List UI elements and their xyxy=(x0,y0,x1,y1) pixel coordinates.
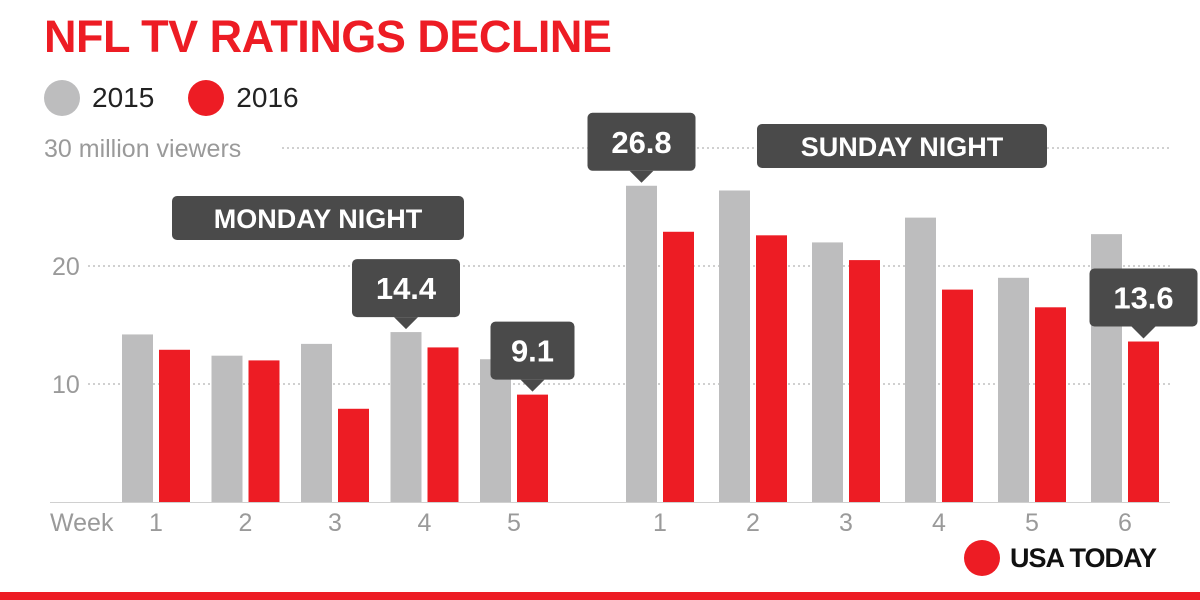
legend-item-2015: 2015 xyxy=(44,80,154,116)
legend-item-2016: 2016 xyxy=(188,80,299,116)
x-tick-label: 5 xyxy=(507,509,521,537)
bar-monday-week-5-2016 xyxy=(517,394,548,502)
group-label-box xyxy=(757,124,1047,168)
bar-sunday-week-2-2015 xyxy=(719,190,750,503)
data-label: 13.6 xyxy=(1113,281,1173,316)
callout-pointer xyxy=(1131,326,1156,339)
callout-box xyxy=(352,259,460,318)
bar-monday-week-5-2015 xyxy=(480,359,511,502)
red-circle-logo-icon xyxy=(963,540,1000,576)
bar-sunday-week-5-2016 xyxy=(1035,307,1066,502)
y-axis-label: 30 million viewers xyxy=(44,135,241,163)
callout-box xyxy=(490,321,575,380)
bar-monday-week-4-2016 xyxy=(427,347,459,502)
group-label: SUNDAY NIGHT xyxy=(801,132,1004,162)
x-axis-label: Week xyxy=(50,509,114,537)
legend-label: 2015 xyxy=(92,82,155,113)
bar-sunday-week-3-2016 xyxy=(849,260,880,502)
brand-name: USA TODAY xyxy=(1009,542,1157,573)
y-tick-label: 20 xyxy=(52,253,80,281)
callout-box xyxy=(587,112,696,171)
bar-sunday-week-2-2016 xyxy=(756,235,787,502)
bar-monday-week-3-2015 xyxy=(301,343,332,502)
bar-sunday-week-3-2015 xyxy=(812,242,843,502)
x-tick-label: 4 xyxy=(932,509,946,537)
data-label: 9.1 xyxy=(511,334,554,369)
bar-sunday-week-5-2015 xyxy=(998,277,1029,502)
legend: 2015 2016 xyxy=(44,78,333,118)
x-tick-label: 4 xyxy=(418,509,432,537)
bar-monday-week-1-2016 xyxy=(159,349,190,502)
x-tick-label: 2 xyxy=(239,509,253,537)
x-tick-label: 3 xyxy=(839,509,853,537)
legend-swatch-icon xyxy=(188,80,225,116)
bar-monday-week-3-2016 xyxy=(338,408,369,502)
group-label-box xyxy=(172,196,464,240)
x-tick-label: 5 xyxy=(1025,509,1039,537)
bar-monday-week-2-2015 xyxy=(211,355,243,502)
x-tick-label: 3 xyxy=(328,509,342,537)
callout-pointer xyxy=(520,379,545,392)
bar-sunday-week-1-2015 xyxy=(626,185,657,502)
bottom-rule xyxy=(0,592,1200,600)
callout-pointer xyxy=(394,317,418,330)
bar-monday-week-1-2015 xyxy=(122,334,153,502)
callout-box xyxy=(1089,268,1198,327)
callout-pointer xyxy=(629,170,654,183)
bar-sunday-week-1-2016 xyxy=(663,231,694,502)
legend-label: 2016 xyxy=(236,82,299,113)
legend-swatch-icon xyxy=(44,80,80,116)
x-tick-label: 1 xyxy=(149,509,163,537)
bar-sunday-week-6-2016 xyxy=(1128,341,1159,502)
group-label: MONDAY NIGHT xyxy=(214,204,423,234)
bar-monday-week-2-2016 xyxy=(248,360,280,502)
data-label: 14.4 xyxy=(376,271,437,306)
brand-logo: USA TODAY xyxy=(963,540,1157,576)
x-tick-label: 6 xyxy=(1118,509,1132,537)
x-tick-label: 2 xyxy=(746,509,760,537)
x-tick-label: 1 xyxy=(653,509,667,537)
y-tick-label: 10 xyxy=(52,371,80,399)
bar-sunday-week-4-2016 xyxy=(942,289,973,502)
chart-title: NFL TV RATINGS DECLINE xyxy=(44,11,612,62)
data-label: 26.8 xyxy=(611,125,671,160)
bar-monday-week-4-2015 xyxy=(390,332,422,502)
bar-sunday-week-4-2015 xyxy=(905,217,936,502)
